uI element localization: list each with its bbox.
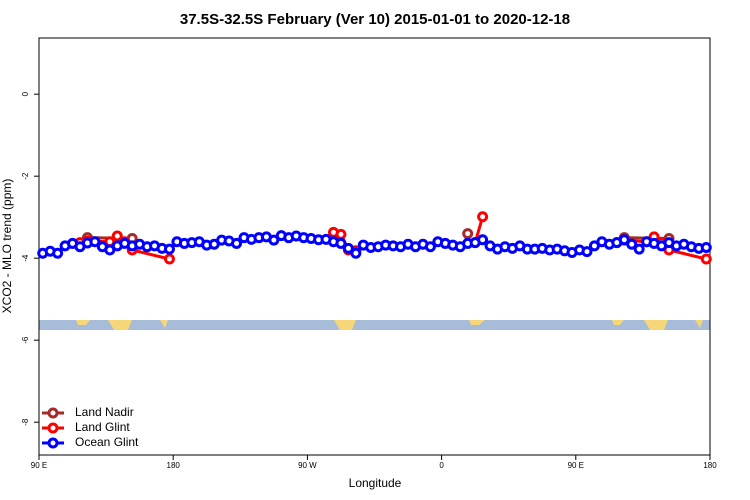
land: [334, 320, 356, 330]
data-point: [350, 247, 362, 259]
data-point: [111, 230, 123, 242]
ocean-strip: [39, 320, 710, 330]
data-point: [477, 211, 489, 223]
land: [160, 320, 168, 328]
data-point: [424, 241, 436, 253]
x-tick-label: 180: [167, 461, 181, 470]
y-tick-label: -8: [21, 418, 30, 426]
data-point: [462, 228, 474, 240]
data-point: [633, 243, 645, 255]
x-tick-label: 180: [703, 461, 717, 470]
land: [469, 320, 485, 325]
data-point: [581, 246, 593, 258]
data-point: [231, 237, 243, 249]
map-strip: [39, 320, 710, 330]
land: [612, 320, 624, 325]
x-tick-label: 90 E: [31, 461, 47, 470]
legend-marker: [47, 407, 59, 419]
y-tick-label: -2: [21, 172, 30, 180]
data-point: [335, 237, 347, 249]
data-point: [342, 242, 354, 254]
legend-label: Land Nadir: [75, 405, 134, 419]
y-tick-label: -6: [21, 336, 30, 344]
chart-title: 37.5S-32.5S February (Ver 10) 2015-01-01…: [180, 11, 570, 28]
y-tick-label: 0: [21, 91, 30, 96]
data-point: [52, 247, 64, 259]
data-point: [268, 234, 280, 246]
data-point: [89, 236, 101, 248]
land: [76, 320, 90, 325]
data-point: [626, 238, 638, 250]
x-tick-label: 90 W: [298, 461, 317, 470]
legend-marker: [47, 437, 59, 449]
data-point: [477, 234, 489, 246]
data-point: [163, 253, 175, 265]
y-axis-label: XCO2 - MLO trend (ppm): [0, 179, 14, 314]
data-point: [163, 243, 175, 255]
y-tick-label: -4: [21, 254, 30, 262]
x-axis-label: Longitude: [349, 476, 402, 490]
legend-label: Land Glint: [75, 420, 130, 434]
x-tick-label: 90 E: [568, 461, 584, 470]
x-tick-label: 0: [439, 461, 444, 470]
data-point: [700, 253, 712, 265]
land: [108, 320, 132, 330]
data-point: [618, 234, 630, 246]
legend-label: Ocean Glint: [75, 435, 139, 449]
land: [644, 320, 668, 330]
data-point: [700, 242, 712, 254]
land: [695, 320, 703, 328]
data-point: [335, 228, 347, 240]
legend-marker: [47, 422, 59, 434]
